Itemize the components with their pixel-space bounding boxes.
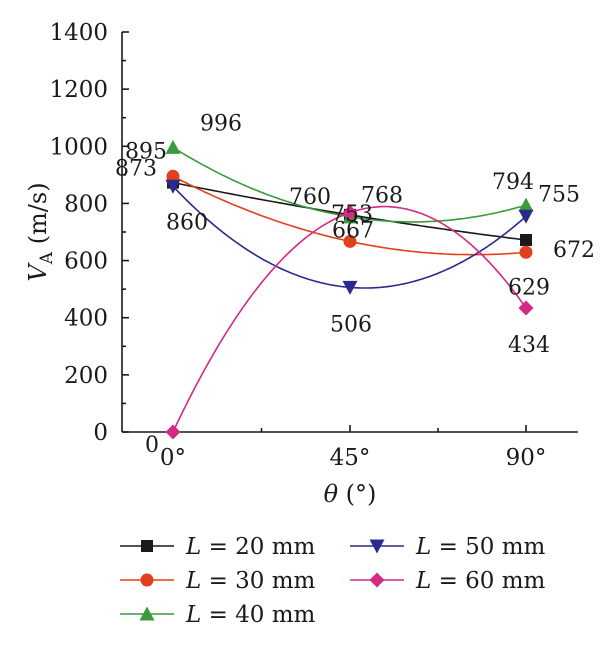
data-label: 760 [289, 185, 331, 210]
x-axis-ticks: 0° 45° 90° [160, 425, 546, 471]
data-label: 0 [145, 433, 159, 458]
data-point-marker [165, 424, 181, 440]
y-tick-label: 1400 [49, 20, 108, 46]
data-point-marker [518, 209, 534, 224]
y-tick-label: 600 [64, 249, 108, 275]
legend-item: L = 30 mm [120, 568, 316, 594]
legend-swatch-marker [140, 573, 154, 587]
x-axis-title: θ (°) [324, 480, 377, 508]
data-point-marker [519, 245, 533, 259]
data-point-marker [165, 139, 181, 154]
data-point-marker [518, 197, 534, 212]
plot-area: 0 200 400 600 800 1000 1200 1400 0° 45° 90° 873 76… [49, 20, 595, 471]
data-point-marker [342, 205, 358, 221]
legend-swatch-marker [139, 606, 155, 621]
y-tick-label: 1200 [49, 77, 108, 103]
data-label: 794 [492, 170, 534, 195]
data-label: 672 [553, 238, 595, 263]
legend-swatch-marker [369, 539, 385, 554]
data-label: 768 [361, 184, 403, 209]
data-label: 667 [332, 218, 374, 243]
x-tick-label: 90° [506, 445, 547, 471]
legend-label: L = 60 mm [415, 568, 546, 594]
data-label: 434 [508, 333, 550, 358]
legend-item: L = 20 mm [120, 534, 316, 560]
x-tick-label: 45° [330, 445, 371, 471]
y-tick-label: 1000 [49, 134, 108, 160]
data-labels: 873 760 672 895 667 629 996 753 794 860 506 755 0 768… [115, 111, 595, 458]
x-tick-label: 0° [160, 445, 186, 471]
y-axis-title: VA (m/s) [24, 182, 57, 281]
data-point-marker [165, 179, 181, 194]
series-2 [166, 169, 533, 259]
legend-label: L = 20 mm [185, 534, 316, 560]
data-point-marker [343, 234, 357, 248]
data-label: 753 [331, 202, 373, 227]
series-layer [165, 139, 534, 440]
legend-swatch-marker [369, 572, 385, 588]
legend-label: L = 40 mm [185, 602, 316, 628]
y-axis-ticks: 0 200 400 600 800 1000 1200 1400 [49, 20, 129, 446]
legend-item: L = 50 mm [350, 534, 546, 560]
legend-label: L = 30 mm [185, 568, 316, 594]
data-label: 506 [330, 312, 372, 337]
legend-label: L = 50 mm [415, 534, 546, 560]
y-tick-label: 800 [64, 191, 108, 217]
y-tick-label: 400 [64, 306, 108, 332]
data-point-marker [166, 169, 180, 183]
legend: L = 20 mm L = 30 mm L = 40 mm L = 50 mm L = … [120, 534, 546, 628]
data-label: 996 [200, 111, 242, 136]
y-tick-label: 200 [64, 363, 108, 389]
data-label: 860 [166, 210, 208, 235]
legend-item: L = 60 mm [350, 568, 546, 594]
data-point-marker [520, 234, 532, 246]
legend-item: L = 40 mm [120, 602, 316, 628]
y-tick-label: 0 [93, 420, 108, 446]
data-label: 629 [508, 275, 550, 300]
data-point-marker [342, 280, 358, 295]
data-label: 873 [115, 157, 157, 182]
data-label: 755 [538, 182, 580, 207]
data-label: 895 [125, 139, 167, 164]
data-point-marker [518, 300, 534, 316]
legend-swatch-marker [141, 540, 153, 552]
series-5 [165, 205, 534, 440]
series-4 [165, 179, 534, 295]
